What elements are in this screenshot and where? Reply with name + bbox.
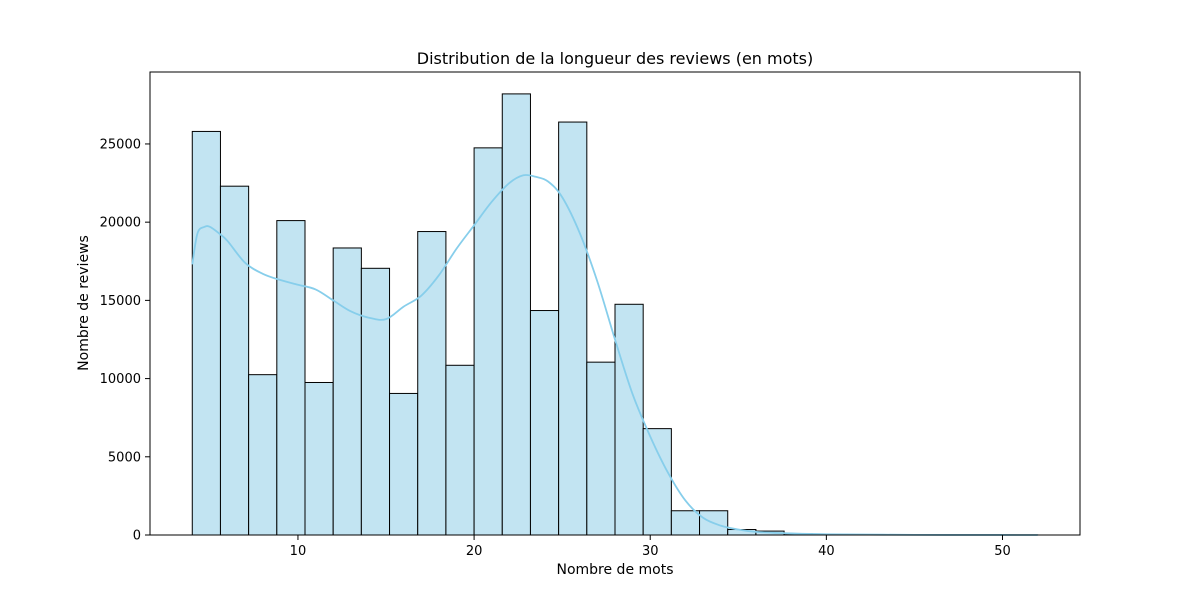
histogram-bar-15 <box>614 303 644 536</box>
histogram-bars <box>191 93 1039 536</box>
histogram-bar-10 <box>473 147 503 536</box>
histogram-bar-4 <box>304 381 334 536</box>
histogram-bar-0 <box>191 130 221 536</box>
histogram-bar-2 <box>248 374 278 536</box>
y-tick-label: 25000 <box>100 137 141 152</box>
y-tick-label: 0 <box>133 529 141 544</box>
histogram-bar-7 <box>389 392 419 536</box>
histogram-bar-5 <box>332 247 362 536</box>
histogram-bar-1 <box>219 185 250 536</box>
y-tick-label: 5000 <box>108 450 141 465</box>
histogram-bar-14 <box>586 361 616 536</box>
x-axis-ticks: 10 20 30 40 50 <box>290 535 1011 559</box>
y-axis-ticks: 0 5000 10000 15000 20000 25000 <box>100 137 150 544</box>
y-tick-label: 20000 <box>100 216 141 231</box>
histogram-bar-11 <box>501 93 531 536</box>
histogram-bar-9 <box>445 364 475 536</box>
kde-curve <box>191 173 1038 536</box>
histogram-bar-12 <box>529 310 560 536</box>
histogram-bar-16 <box>642 428 672 536</box>
x-tick-label: 10 <box>290 544 307 559</box>
histogram-bar-8 <box>417 231 447 536</box>
y-tick-label: 15000 <box>100 294 141 309</box>
x-tick-label: 40 <box>818 544 835 559</box>
x-tick-label: 50 <box>994 544 1011 559</box>
histogram-bar-3 <box>276 220 306 536</box>
histogram-bar-6 <box>360 267 391 536</box>
plot-frame <box>149 71 1081 536</box>
y-tick-label: 10000 <box>100 372 141 387</box>
histogram-bar-13 <box>558 121 588 536</box>
x-axis-label: Nombre de mots <box>556 562 673 578</box>
histogram-bar-17 <box>670 510 701 536</box>
x-tick-label: 30 <box>642 544 659 559</box>
x-tick-label: 20 <box>466 544 483 559</box>
y-axis-label: Nombre de reviews <box>76 235 92 371</box>
chart-title: Distribution de la longueur des reviews … <box>417 49 813 68</box>
